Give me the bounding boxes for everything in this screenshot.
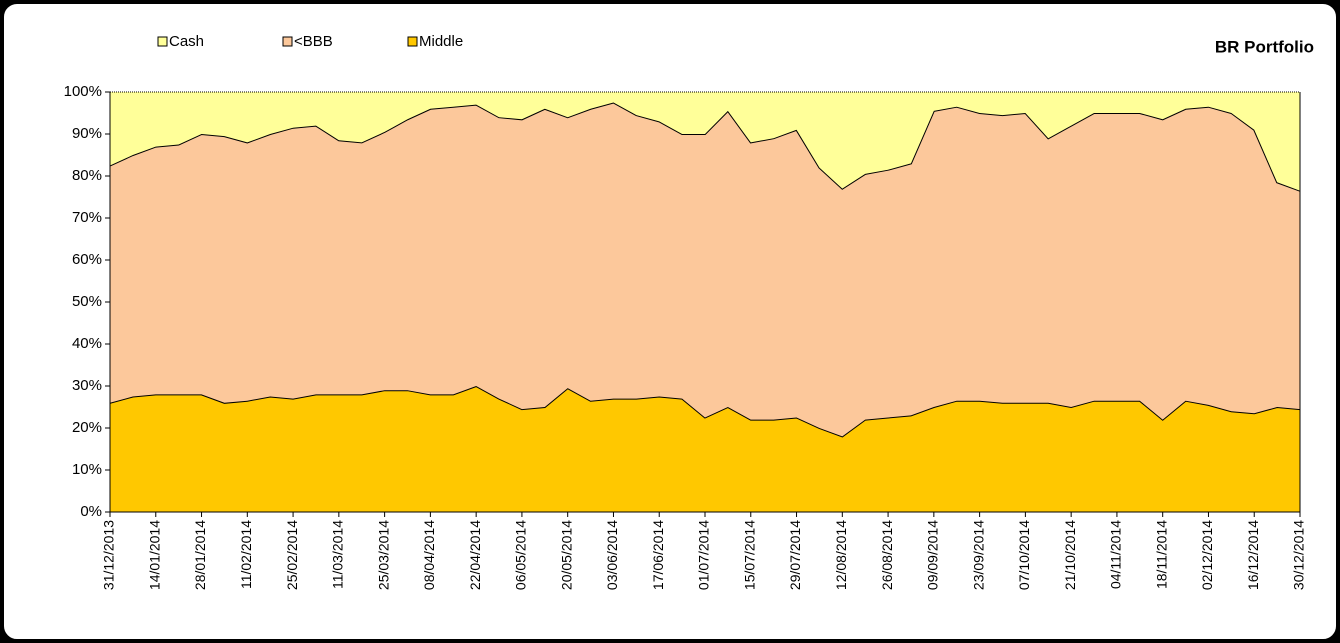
y-tick-label: 80% [72, 167, 102, 184]
y-tick-label: 10% [72, 461, 102, 478]
y-tick-label: 100% [64, 83, 102, 100]
legend-swatch [282, 36, 293, 47]
y-tick-label: 60% [72, 251, 102, 268]
x-tick-label: 20/05/2014 [558, 520, 574, 590]
x-tick-label: 21/10/2014 [1062, 520, 1078, 590]
y-tick-label: 70% [72, 209, 102, 226]
x-tick-label: 14/01/2014 [146, 520, 162, 590]
x-tick-label: 26/08/2014 [879, 520, 895, 590]
legend-label: Cash [169, 33, 204, 50]
x-tick-label: 17/06/2014 [650, 520, 666, 590]
y-tick-label: 20% [72, 419, 102, 436]
y-tick-label: 90% [72, 125, 102, 142]
legend-label: <BBB [294, 33, 333, 50]
y-tick-label: 0% [80, 503, 102, 520]
x-tick-label: 25/03/2014 [375, 520, 391, 590]
x-tick-label: 03/06/2014 [604, 520, 620, 590]
chart-title: BR Portfolio [1215, 37, 1314, 56]
x-tick-label: 29/07/2014 [787, 520, 803, 590]
x-tick-label: 16/12/2014 [1245, 520, 1261, 590]
x-tick-label: 15/07/2014 [741, 520, 757, 590]
x-tick-label: 22/04/2014 [467, 520, 483, 590]
x-tick-label: 01/07/2014 [696, 520, 712, 590]
area [110, 92, 1300, 191]
x-tick-label: 31/12/2013 [101, 520, 117, 590]
x-tick-label: 08/04/2014 [421, 520, 437, 590]
x-tick-label: 06/05/2014 [513, 520, 529, 590]
area [110, 102, 1300, 437]
x-tick-label: 28/01/2014 [192, 520, 208, 590]
legend-label: Middle [419, 33, 463, 50]
x-tick-label: 25/02/2014 [284, 520, 300, 590]
x-tick-label: 30/12/2014 [1291, 520, 1307, 590]
x-tick-label: 12/08/2014 [833, 520, 849, 590]
y-tick-label: 30% [72, 377, 102, 394]
x-tick-label: 11/03/2014 [330, 520, 346, 589]
x-tick-label: 23/09/2014 [970, 520, 986, 590]
area [110, 386, 1300, 512]
legend-swatch [407, 36, 418, 47]
legend-swatch [157, 36, 168, 47]
x-tick-label: 04/11/2014 [1108, 520, 1124, 589]
x-tick-label: 02/12/2014 [1199, 520, 1215, 590]
x-tick-label: 11/02/2014 [238, 520, 254, 589]
x-tick-label: 18/11/2014 [1153, 520, 1169, 589]
y-tick-label: 50% [72, 293, 102, 310]
x-tick-label: 07/10/2014 [1016, 520, 1032, 590]
x-tick-label: 09/09/2014 [925, 520, 941, 590]
y-tick-label: 40% [72, 335, 102, 352]
